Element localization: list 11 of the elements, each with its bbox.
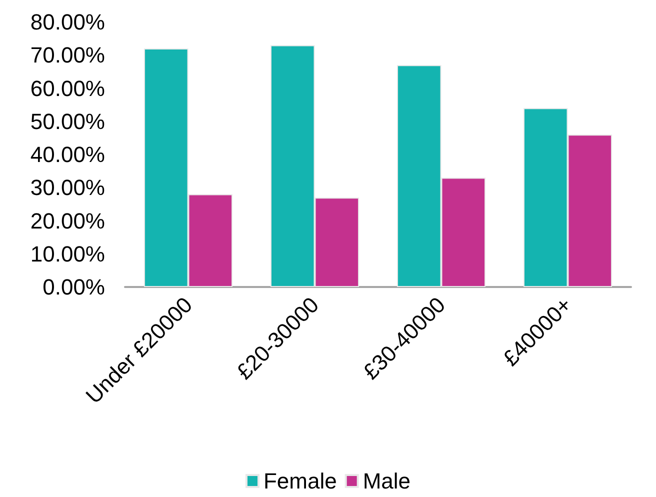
- y-tick-label: 40.00%: [30, 142, 105, 167]
- y-tick-label: 80.00%: [30, 10, 105, 34]
- y-tick-label: 0.00%: [42, 274, 105, 300]
- y-tick-label: 30.00%: [30, 175, 105, 200]
- y-tick-label: 60.00%: [30, 76, 105, 101]
- legend-label: Female: [263, 468, 337, 494]
- y-tick-label: 50.00%: [30, 108, 105, 134]
- legend-label: Male: [362, 468, 411, 494]
- y-tick-label: 70.00%: [30, 42, 105, 68]
- y-tick-label: 20.00%: [30, 208, 105, 234]
- y-tick-label: 10.00%: [30, 241, 105, 266]
